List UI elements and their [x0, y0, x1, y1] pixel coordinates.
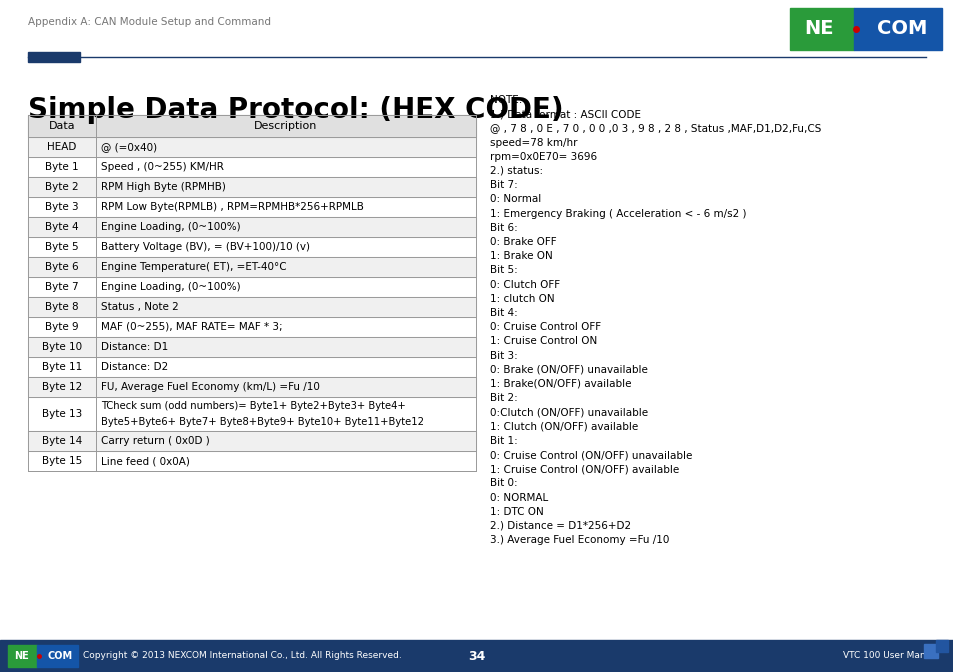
Text: COM: COM — [876, 19, 926, 38]
Text: 0: NORMAL: 0: NORMAL — [490, 493, 548, 503]
Text: Line feed ( 0x0A): Line feed ( 0x0A) — [101, 456, 190, 466]
Bar — [28, 257, 476, 277]
Text: Engine Temperature( ET), =ET-40°C: Engine Temperature( ET), =ET-40°C — [101, 262, 286, 272]
Text: NE: NE — [14, 651, 29, 661]
Text: Data: Data — [49, 121, 75, 131]
Text: rpm=0x0E70= 3696: rpm=0x0E70= 3696 — [490, 152, 597, 162]
Text: FU, Average Fuel Economy (km/L) =Fu /10: FU, Average Fuel Economy (km/L) =Fu /10 — [101, 382, 319, 392]
Text: NE: NE — [803, 19, 833, 38]
Text: HEAD: HEAD — [48, 142, 76, 152]
Text: Engine Loading, (0~100%): Engine Loading, (0~100%) — [101, 222, 240, 232]
Bar — [8, 645, 37, 667]
Text: Copyright © 2013 NEXCOM International Co., Ltd. All Rights Reserved.: Copyright © 2013 NEXCOM International Co… — [83, 651, 401, 661]
Text: Byte 14: Byte 14 — [42, 436, 82, 446]
Text: Status , Note 2: Status , Note 2 — [101, 302, 178, 312]
Bar — [28, 377, 476, 397]
Text: 1.) Data format : ASCII CODE: 1.) Data format : ASCII CODE — [490, 110, 640, 119]
Bar — [28, 137, 476, 157]
Text: COM: COM — [47, 651, 72, 661]
Text: Bit 5:: Bit 5: — [490, 265, 517, 276]
Text: Battery Voltage (BV), = (BV+100)/10 (v): Battery Voltage (BV), = (BV+100)/10 (v) — [101, 242, 310, 252]
Text: 1: Cruise Control (ON/OFF) available: 1: Cruise Control (ON/OFF) available — [490, 464, 679, 474]
Bar — [28, 431, 476, 451]
Text: Byte 7: Byte 7 — [45, 282, 79, 292]
Text: Byte 5: Byte 5 — [45, 242, 79, 252]
Bar — [37, 645, 78, 667]
Text: VTC 100 User Manual: VTC 100 User Manual — [842, 651, 939, 661]
Text: Carry return ( 0x0D ): Carry return ( 0x0D ) — [101, 436, 210, 446]
Text: Speed , (0~255) KM/HR: Speed , (0~255) KM/HR — [101, 162, 224, 172]
Text: 0: Brake OFF: 0: Brake OFF — [490, 237, 556, 247]
Text: Byte 9: Byte 9 — [45, 322, 79, 332]
Text: Bit 7:: Bit 7: — [490, 180, 517, 190]
Text: Simple Data Protocol: (HEX CODE): Simple Data Protocol: (HEX CODE) — [28, 96, 563, 124]
Text: Bit 0:: Bit 0: — [490, 478, 517, 489]
Text: speed=78 km/hr: speed=78 km/hr — [490, 138, 577, 148]
Text: 2.) Distance = D1*256+D2: 2.) Distance = D1*256+D2 — [490, 521, 631, 531]
Text: 1: Cruise Control ON: 1: Cruise Control ON — [490, 337, 597, 346]
Text: 0: Brake (ON/OFF) unavailable: 0: Brake (ON/OFF) unavailable — [490, 365, 647, 375]
Text: Byte 1: Byte 1 — [45, 162, 79, 172]
Text: 0: Clutch OFF: 0: Clutch OFF — [490, 280, 559, 290]
Text: 1: clutch ON: 1: clutch ON — [490, 294, 554, 304]
Text: Byte 2: Byte 2 — [45, 182, 79, 192]
Text: 2.) status:: 2.) status: — [490, 166, 542, 176]
Bar — [28, 297, 476, 317]
Text: MAF (0~255), MAF RATE= MAF * 3;: MAF (0~255), MAF RATE= MAF * 3; — [101, 322, 282, 332]
Text: Engine Loading, (0~100%): Engine Loading, (0~100%) — [101, 282, 240, 292]
Bar — [0, 640, 953, 672]
Text: 3.) Average Fuel Economy =Fu /10: 3.) Average Fuel Economy =Fu /10 — [490, 535, 669, 545]
Text: RPM High Byte (RPMHB): RPM High Byte (RPMHB) — [101, 182, 226, 192]
Text: TCheck sum (odd numbers)= Byte1+ Byte2+Byte3+ Byte4+: TCheck sum (odd numbers)= Byte1+ Byte2+B… — [101, 401, 405, 411]
Text: Bit 4:: Bit 4: — [490, 308, 517, 318]
Text: Bit 1:: Bit 1: — [490, 436, 517, 446]
Bar — [28, 115, 476, 137]
Text: Byte 4: Byte 4 — [45, 222, 79, 232]
Text: Byte 11: Byte 11 — [42, 362, 82, 372]
Text: Bit 6:: Bit 6: — [490, 223, 517, 233]
Bar — [28, 217, 476, 237]
Text: Byte 6: Byte 6 — [45, 262, 79, 272]
Text: Byte 12: Byte 12 — [42, 382, 82, 392]
Text: 1: Emergency Braking ( Acceleration < - 6 m/s2 ): 1: Emergency Braking ( Acceleration < - … — [490, 208, 745, 218]
Text: 1: Clutch (ON/OFF) available: 1: Clutch (ON/OFF) available — [490, 421, 638, 431]
Text: 0:Clutch (ON/OFF) unavailable: 0:Clutch (ON/OFF) unavailable — [490, 407, 647, 417]
Text: Byte5+Byte6+ Byte7+ Byte8+Byte9+ Byte10+ Byte11+Byte12: Byte5+Byte6+ Byte7+ Byte8+Byte9+ Byte10+… — [101, 417, 423, 427]
Text: Distance: D2: Distance: D2 — [101, 362, 168, 372]
Text: 1: Brake ON: 1: Brake ON — [490, 251, 552, 261]
Bar — [28, 337, 476, 357]
Text: 0: Normal: 0: Normal — [490, 194, 540, 204]
Text: Description: Description — [254, 121, 317, 131]
Text: NOTE:: NOTE: — [490, 95, 522, 105]
Bar — [28, 177, 476, 197]
Text: 0: Cruise Control OFF: 0: Cruise Control OFF — [490, 322, 600, 332]
Text: 34: 34 — [468, 650, 485, 663]
Text: Bit 2:: Bit 2: — [490, 393, 517, 403]
Bar — [853, 8, 941, 50]
Text: @ , 7 8 , 0 E , 7 0 , 0 0 ,0 3 , 9 8 , 2 8 , Status ,MAF,D1,D2,Fu,CS: @ , 7 8 , 0 E , 7 0 , 0 0 ,0 3 , 9 8 , 2… — [490, 124, 821, 134]
Text: 1: Brake(ON/OFF) available: 1: Brake(ON/OFF) available — [490, 379, 631, 389]
Text: Byte 3: Byte 3 — [45, 202, 79, 212]
Text: Distance: D1: Distance: D1 — [101, 342, 168, 352]
Text: 1: DTC ON: 1: DTC ON — [490, 507, 543, 517]
Text: Appendix A: CAN Module Setup and Command: Appendix A: CAN Module Setup and Command — [28, 17, 271, 27]
Text: @ (=0x40): @ (=0x40) — [101, 142, 157, 152]
Bar — [935, 640, 947, 652]
Text: Byte 13: Byte 13 — [42, 409, 82, 419]
Text: Byte 10: Byte 10 — [42, 342, 82, 352]
Text: RPM Low Byte(RPMLB) , RPM=RPMHB*256+RPMLB: RPM Low Byte(RPMLB) , RPM=RPMHB*256+RPML… — [101, 202, 363, 212]
Text: 0: Cruise Control (ON/OFF) unavailable: 0: Cruise Control (ON/OFF) unavailable — [490, 450, 692, 460]
Text: Byte 15: Byte 15 — [42, 456, 82, 466]
Bar — [28, 52, 80, 62]
Bar — [923, 644, 937, 658]
Bar — [789, 8, 853, 50]
Text: Byte 8: Byte 8 — [45, 302, 79, 312]
Text: Bit 3:: Bit 3: — [490, 351, 517, 361]
